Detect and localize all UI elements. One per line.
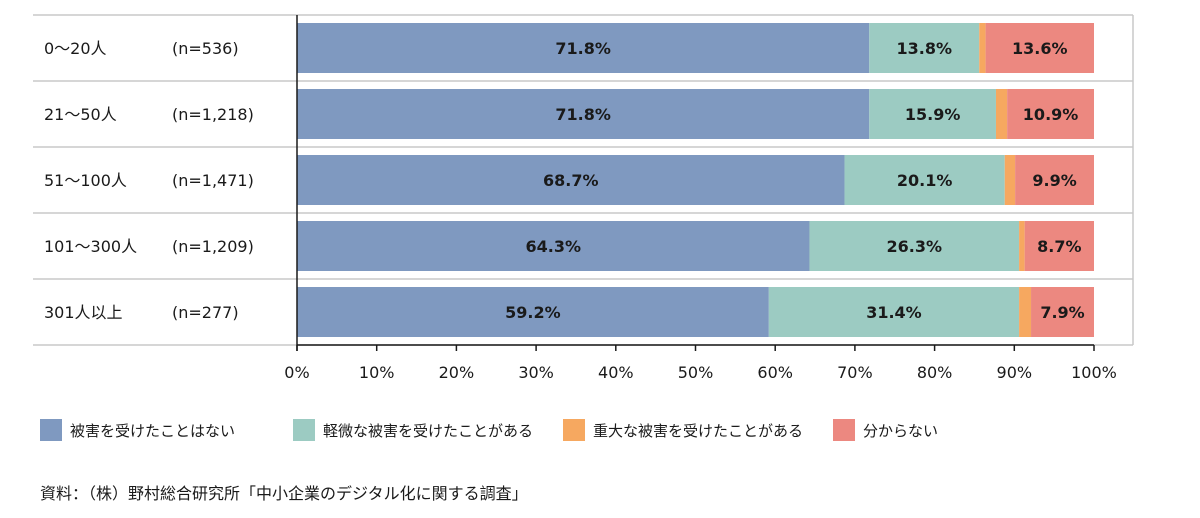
sample-size-label: (n=1,471): [172, 171, 254, 190]
x-tick-label: 90%: [997, 363, 1033, 382]
bar-segment: [869, 89, 996, 139]
data-label: 15.9%: [905, 105, 961, 124]
legend-item: 分からない: [833, 419, 938, 441]
data-label: 71.8%: [555, 39, 611, 58]
data-label: 10.9%: [1023, 105, 1079, 124]
x-tick-label: 80%: [917, 363, 953, 382]
bar-segment: [1004, 155, 1016, 205]
category-label: 51～100人: [44, 171, 127, 190]
bar-segment: [995, 89, 1008, 139]
bar-segment: [297, 89, 870, 139]
bar-segment: [1007, 89, 1094, 139]
legend-swatch: [833, 419, 856, 441]
x-tick-label: 10%: [359, 363, 395, 382]
data-label: 8.7%: [1037, 237, 1081, 256]
data-label: 31.4%: [866, 303, 922, 322]
legend-swatch: [563, 419, 586, 441]
bar-segment: [809, 221, 1020, 271]
legend: 被害を受けたことはない 軽微な被害を受けたことがある 重大な被害を受けたことがあ…: [40, 419, 968, 441]
legend-label: 重大な被害を受けたことがある: [593, 421, 804, 440]
bar-segment: [979, 23, 986, 73]
sample-size-label: (n=1,209): [172, 237, 254, 256]
legend-swatch: [40, 419, 62, 441]
legend-item: 重大な被害を受けたことがある: [563, 419, 803, 441]
legend-label: 分からない: [863, 421, 939, 440]
bar-segment: [869, 23, 980, 73]
bar-segment: [297, 221, 810, 271]
bar-segment: [1019, 287, 1032, 337]
legend-item: 軽微な被害を受けたことがある: [293, 419, 533, 441]
category-label: 101～300人: [44, 237, 137, 256]
data-label: 13.6%: [1012, 39, 1068, 58]
bar-segment: [1024, 221, 1094, 271]
bar-segment: [1031, 287, 1094, 337]
sample-size-label: (n=536): [172, 39, 239, 58]
sample-size-label: (n=1,218): [172, 105, 254, 124]
category-label: 21～50人: [44, 105, 117, 124]
x-tick-label: 70%: [837, 363, 873, 382]
legend-label: 軽微な被害を受けたことがある: [323, 421, 534, 440]
bar-segment: [1015, 155, 1094, 205]
sample-size-label: (n=277): [172, 303, 239, 322]
x-axis: 0% 10% 20% 30% 40% 50% 60% 70% 80% 90% 100%: [284, 15, 1117, 382]
category-labels: 0～20人 (n=536) 21～50人 (n=1,218) 51～100人 (n=1,4…: [44, 39, 254, 322]
data-label: 64.3%: [525, 237, 581, 256]
bar-segment: [297, 287, 769, 337]
x-tick-label: 50%: [678, 363, 714, 382]
data-label: 68.7%: [543, 171, 599, 190]
data-label: 26.3%: [887, 237, 943, 256]
bar-segment: [1019, 221, 1025, 271]
legend-item: 被害を受けたことはない: [40, 419, 235, 441]
data-label: 7.9%: [1040, 303, 1084, 322]
category-label: 301人以上: [44, 303, 123, 322]
source-note: 資料：（株）野村総合研究所「中小企業のデジタル化に関する調査」: [40, 484, 528, 503]
bars: [297, 23, 1094, 337]
bar-segment: [297, 155, 845, 205]
x-tick-label: 0%: [284, 363, 309, 382]
x-tick-label: 100%: [1071, 363, 1117, 382]
x-tick-label: 60%: [757, 363, 793, 382]
x-tick-label: 20%: [439, 363, 475, 382]
data-label: 13.8%: [896, 39, 952, 58]
category-label: 0～20人: [44, 39, 107, 58]
data-label: 71.8%: [555, 105, 611, 124]
stacked-bar-chart: 71.8% 13.8% 13.6% 71.8% 15.9% 10.9% 68.7% 20.1%…: [33, 14, 1134, 382]
bar-segment: [768, 287, 1020, 337]
legend-swatch: [293, 419, 316, 441]
bar-segment: [844, 155, 1005, 205]
data-labels: 71.8% 13.8% 13.6% 71.8% 15.9% 10.9% 68.7% 20.1%…: [505, 39, 1085, 322]
x-tick-label: 30%: [518, 363, 554, 382]
data-label: 20.1%: [897, 171, 953, 190]
x-tick-label: 40%: [598, 363, 634, 382]
bar-segment: [985, 23, 1094, 73]
data-label: 59.2%: [505, 303, 561, 322]
legend-label: 被害を受けたことはない: [70, 421, 236, 440]
data-label: 9.9%: [1032, 171, 1076, 190]
bar-segment: [297, 23, 870, 73]
